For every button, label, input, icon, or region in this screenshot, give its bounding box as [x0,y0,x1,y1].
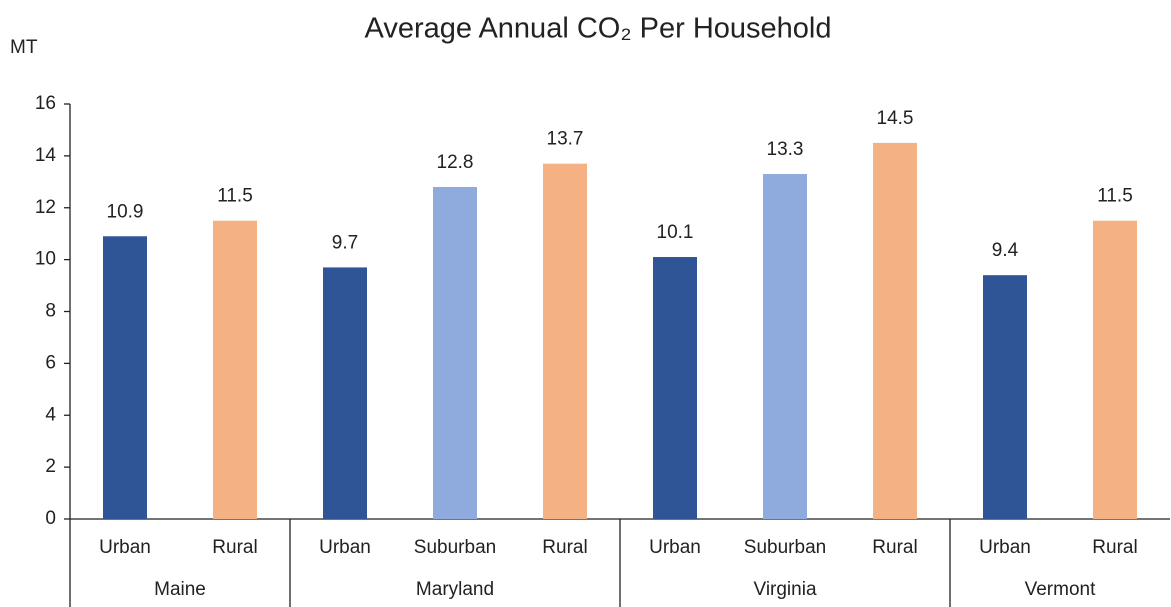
bar [323,267,367,519]
x-tick-label: Rural [872,537,917,558]
y-tick-label: 10 [35,249,56,270]
y-tick-label: 12 [35,197,56,218]
bar [103,236,147,519]
y-tick-label: 6 [45,352,56,373]
bar [983,275,1027,519]
bar [653,257,697,519]
value-label: 12.8 [437,152,474,173]
y-tick-label: 4 [45,404,56,425]
group-label: Maine [154,579,206,600]
value-label: 9.4 [992,240,1019,261]
x-tick-label: Suburban [414,537,496,558]
y-tick-label: 14 [35,145,57,166]
y-tick-label: 0 [45,508,56,529]
bar [213,220,257,519]
x-tick-label: Urban [649,537,701,558]
group-label: Vermont [1025,579,1096,600]
y-tick-label: 16 [35,93,56,114]
group-label: Virginia [753,579,816,600]
group-label: Maryland [416,579,494,600]
y-tick-label: 8 [45,301,56,322]
value-label: 13.3 [767,139,804,160]
bar [543,163,587,519]
y-tick-label: 2 [45,456,56,477]
x-tick-label: Rural [212,537,257,558]
chart-title: Average Annual CO₂ Per Household [365,13,832,45]
value-label: 9.7 [332,232,358,253]
bar [433,187,477,519]
x-tick-label: Urban [319,537,371,558]
y-axis-label: MT [10,37,38,58]
x-tick-label: Suburban [744,537,826,558]
value-label: 13.7 [547,129,584,150]
bar [873,142,917,519]
x-tick-label: Urban [979,537,1031,558]
value-label: 10.9 [107,201,144,222]
bar [763,174,807,519]
bar [1093,220,1137,519]
value-label: 11.5 [1097,186,1133,207]
x-tick-label: Rural [542,537,587,558]
x-tick-label: Urban [99,537,151,558]
value-label: 14.5 [877,108,914,129]
value-label: 10.1 [657,222,694,243]
x-tick-label: Rural [1092,537,1137,558]
value-label: 11.5 [217,186,253,207]
